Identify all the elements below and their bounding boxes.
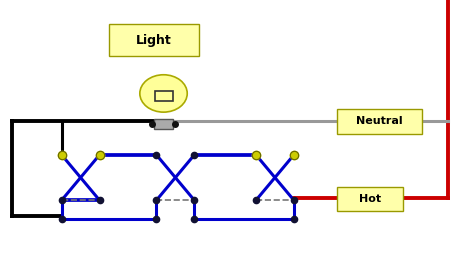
Text: Light: Light [136, 34, 172, 46]
Ellipse shape [140, 75, 187, 112]
FancyBboxPatch shape [337, 109, 422, 134]
Text: Hot: Hot [359, 194, 381, 204]
Text: Neutral: Neutral [356, 116, 402, 127]
FancyBboxPatch shape [154, 119, 173, 129]
FancyBboxPatch shape [109, 24, 199, 56]
FancyBboxPatch shape [337, 187, 403, 211]
